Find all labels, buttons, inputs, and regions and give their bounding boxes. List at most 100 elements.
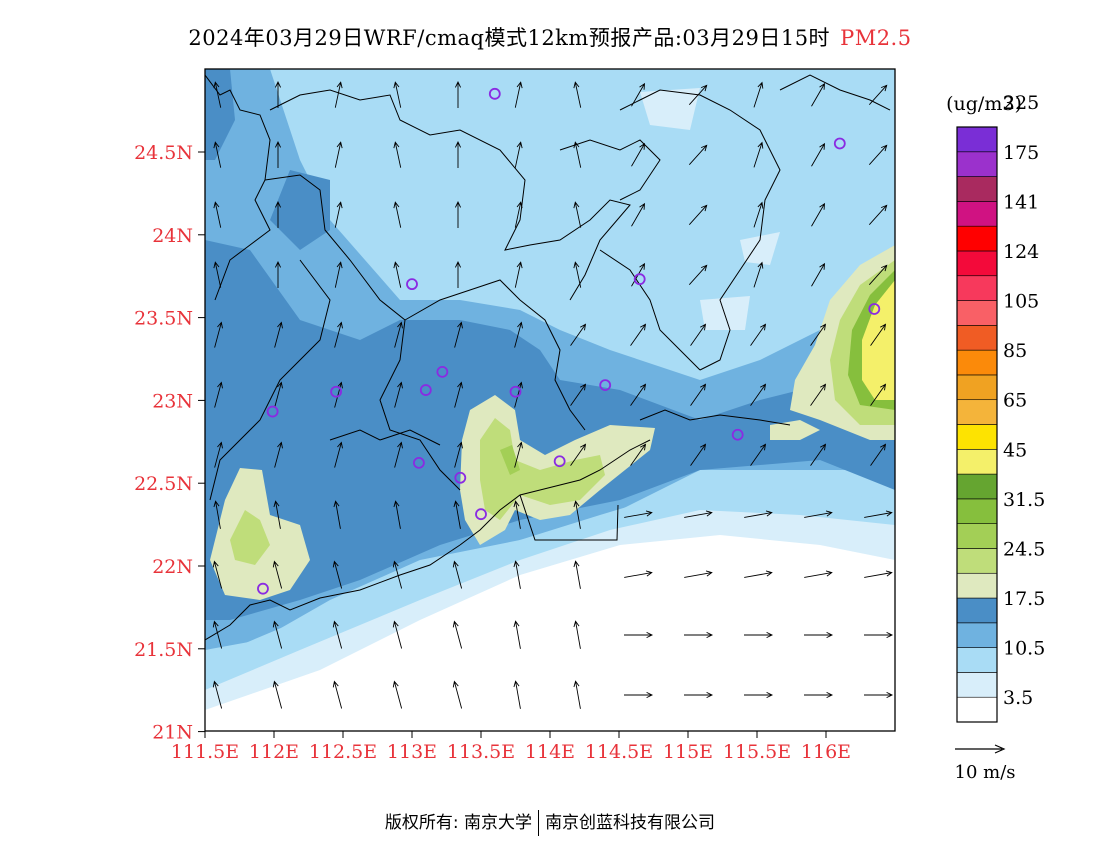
legend-swatch <box>956 399 998 425</box>
wind-arrow-icon <box>334 441 343 468</box>
legend-label: 124 <box>1003 241 1039 263</box>
station-marker-icon <box>454 471 467 484</box>
concentration-field <box>205 69 895 731</box>
station-marker-icon <box>257 582 269 595</box>
wind-arrow-icon <box>452 680 463 709</box>
wind-arrow-icon <box>804 510 833 518</box>
wind-arrow-icon <box>631 82 646 107</box>
wind-arrow-icon <box>690 383 707 406</box>
x-tick-label: 115E <box>663 741 713 763</box>
wind-arrow-icon <box>274 80 282 108</box>
legend-swatch <box>956 325 998 351</box>
wind-arrow-icon <box>570 443 587 466</box>
legend-label: 85 <box>1003 340 1027 362</box>
wind-arrow-icon <box>214 441 223 468</box>
y-tick-label: 22.5N <box>134 473 193 495</box>
wind-arrow-icon <box>810 443 827 466</box>
wind-arrow-icon <box>744 510 773 518</box>
wind-arrow-icon <box>868 264 888 285</box>
y-tick-label: 24.5N <box>134 142 193 164</box>
wind-arrow-icon <box>214 321 223 348</box>
wind-arrow-icon <box>213 81 222 108</box>
copyright-right: 南京创蓝科技有限公司 <box>545 813 716 833</box>
x-tick-label: 114E <box>525 741 575 763</box>
title-text: 2024年03月29日WRF/cmaq模式12km预报产品:03月29日15时 <box>188 26 831 50</box>
wind-arrow-icon <box>573 201 582 228</box>
wind-arrow-icon <box>810 383 827 406</box>
wind-arrow-icon <box>870 323 887 346</box>
y-tick-label: 23.5N <box>134 308 193 330</box>
legend-label: 105 <box>1003 291 1039 313</box>
station-marker-icon <box>553 455 566 468</box>
latitude-axis: 24.5N 24N 23.5N 23N 22.5N 22N 21.5N 21N <box>134 142 205 744</box>
wind-arrow-icon <box>750 443 767 466</box>
wind-arrow-icon <box>454 441 463 468</box>
wind-arrow-icon <box>684 570 713 578</box>
legend-label: 225 <box>1003 92 1039 114</box>
y-tick-label: 24N <box>152 225 193 247</box>
wind-arrow-icon <box>514 81 523 108</box>
wind-arrow-icon <box>864 510 893 518</box>
wind-arrow-icon <box>213 201 222 228</box>
x-tick-label: 113E <box>387 741 437 763</box>
legend-swatch <box>956 349 998 376</box>
legend-swatch <box>956 250 998 277</box>
wind-arrow-icon <box>624 510 653 518</box>
wind-arrow-icon <box>393 141 402 168</box>
wind-arrow-icon <box>864 691 894 699</box>
station-marker-icon <box>599 379 612 392</box>
wind-arrow-icon <box>513 620 521 649</box>
legend-label: 24.5 <box>1003 538 1045 560</box>
wind-arrow-icon <box>690 323 707 346</box>
x-tick-label: 114.5E <box>585 741 653 763</box>
wind-arrow-icon <box>454 260 462 288</box>
wind-arrow-icon <box>212 560 223 589</box>
wind-arrow-icon <box>753 141 764 168</box>
station-marker-icon <box>488 87 501 100</box>
legend-label: 65 <box>1003 390 1027 412</box>
wind-arrow-icon <box>573 81 582 108</box>
wind-arrow-icon <box>334 81 343 108</box>
legend-swatch <box>956 176 998 202</box>
wind-arrow-icon <box>272 560 283 589</box>
station-marker-icon <box>868 303 881 315</box>
wind-arrow-icon <box>744 691 774 699</box>
legend-swatch <box>956 151 998 177</box>
station-marker-icon <box>731 428 744 441</box>
wind-arrow-icon <box>624 570 653 578</box>
legend-label: 175 <box>1003 142 1039 164</box>
wind-arrow-icon <box>688 84 708 105</box>
wind-arrow-icon <box>870 443 887 466</box>
legend-swatch <box>956 572 998 599</box>
wind-vector-layer <box>212 80 894 709</box>
legend-swatch <box>956 275 998 301</box>
x-tick-label: 116E <box>801 741 851 763</box>
map-title: 2024年03月29日WRF/cmaq模式12km预报产品:03月29日15时 P… <box>0 22 1100 52</box>
wind-arrow-icon <box>514 321 523 348</box>
legend-label: 17.5 <box>1003 588 1045 610</box>
arrowhead-icon <box>994 744 1006 754</box>
wind-arrow-icon <box>514 141 523 168</box>
station-marker-icon <box>419 384 432 396</box>
wind-arrow-icon <box>810 323 827 346</box>
wind-arrow-icon <box>811 82 826 107</box>
title-variable: PM2.5 <box>840 26 912 50</box>
wind-arrow-icon <box>394 381 403 408</box>
wind-arrow-icon <box>570 383 587 406</box>
wind-arrow-icon <box>274 260 282 288</box>
wind-arrow-icon <box>624 691 654 699</box>
station-marker-icon <box>436 365 449 378</box>
legend-swatch <box>956 548 998 574</box>
wind-arrow-icon <box>392 680 403 709</box>
footer-divider <box>538 810 540 836</box>
wind-arrow-icon <box>684 631 714 639</box>
wind-arrow-icon <box>392 620 403 649</box>
wind-arrow-icon <box>811 142 826 167</box>
wind-arrow-icon <box>214 381 223 408</box>
station-marker-icon <box>475 508 487 521</box>
wind-arrow-icon <box>684 510 713 518</box>
legend-swatch <box>956 622 998 648</box>
wind-arrow-icon <box>513 560 521 589</box>
station-marker-icon <box>633 273 646 286</box>
wind-arrow-icon <box>393 261 402 288</box>
